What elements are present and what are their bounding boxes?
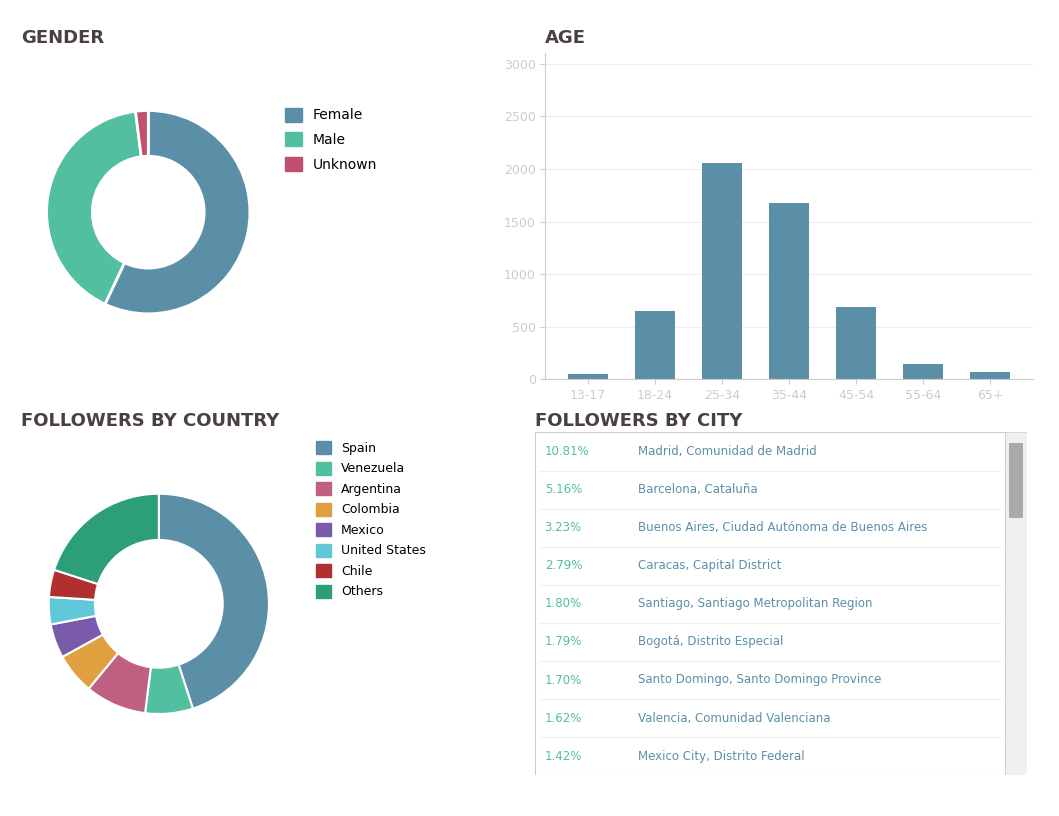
Wedge shape [89,653,150,713]
Text: FOLLOWERS BY COUNTRY: FOLLOWERS BY COUNTRY [21,412,280,430]
Wedge shape [51,616,103,657]
Text: FOLLOWERS BY CITY: FOLLOWERS BY CITY [535,412,742,430]
Text: Madrid, Comunidad de Madrid: Madrid, Comunidad de Madrid [639,445,816,458]
Text: AGE: AGE [545,29,587,47]
Wedge shape [47,111,141,304]
Text: Buenos Aires, Ciudad Autónoma de Buenos Aires: Buenos Aires, Ciudad Autónoma de Buenos … [639,521,928,534]
Text: 1.62%: 1.62% [544,712,582,725]
Text: Valencia, Comunidad Valenciana: Valencia, Comunidad Valenciana [639,712,830,725]
Wedge shape [159,494,269,708]
Bar [634,311,675,379]
Bar [1008,443,1023,518]
Legend: Female, Male, Unknown: Female, Male, Unknown [283,105,380,175]
Legend: Spain, Venezuela, Argentina, Colombia, Mexico, United States, Chile, Others: Spain, Venezuela, Argentina, Colombia, M… [313,439,428,601]
Bar [1005,432,1027,775]
Wedge shape [49,570,98,600]
Wedge shape [54,494,159,584]
Bar [836,308,876,379]
Bar [769,202,809,379]
Text: 1.79%: 1.79% [544,636,582,649]
Text: 5.16%: 5.16% [544,483,581,496]
Bar [568,375,608,379]
Text: 1.80%: 1.80% [544,597,581,610]
Wedge shape [62,635,119,689]
Wedge shape [49,597,96,624]
Text: Mexico City, Distrito Federal: Mexico City, Distrito Federal [639,750,805,763]
Text: 1.70%: 1.70% [544,673,581,686]
Wedge shape [145,664,193,714]
Text: Santo Domingo, Santo Domingo Province: Santo Domingo, Santo Domingo Province [639,673,881,686]
Bar [903,364,944,379]
Text: 1.42%: 1.42% [544,750,582,763]
Wedge shape [136,110,148,157]
Text: Bogotá, Distrito Especial: Bogotá, Distrito Especial [639,636,784,649]
Wedge shape [105,110,250,314]
Text: Santiago, Santiago Metropolitan Region: Santiago, Santiago Metropolitan Region [639,597,873,610]
Bar [970,372,1010,379]
Text: 2.79%: 2.79% [544,559,582,572]
Text: GENDER: GENDER [21,29,104,47]
Text: Barcelona, Cataluña: Barcelona, Cataluña [639,483,758,496]
Text: Caracas, Capital District: Caracas, Capital District [639,559,782,572]
Text: 3.23%: 3.23% [544,521,581,534]
Bar [702,162,742,379]
Text: 10.81%: 10.81% [544,445,589,458]
